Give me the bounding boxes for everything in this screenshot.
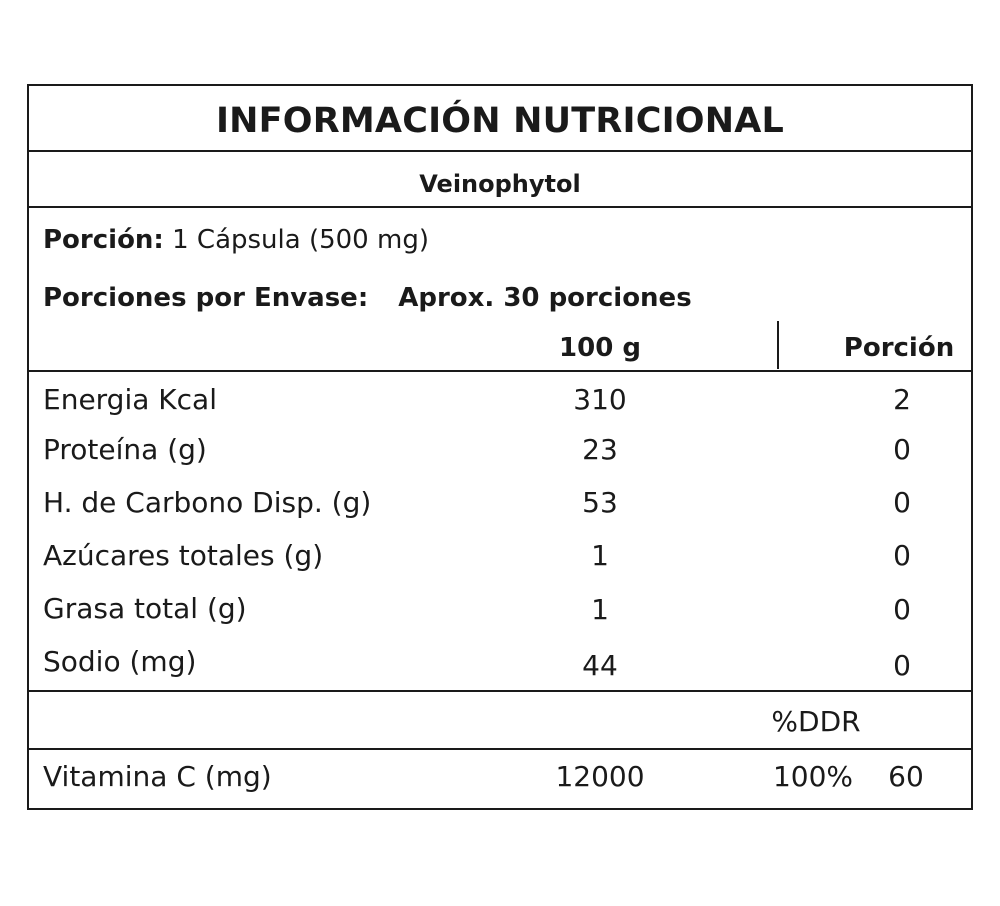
- divider-header: [29, 370, 971, 372]
- serving-size-value: 1 Cápsula (500 mg): [172, 225, 429, 255]
- divider-nutrients: [29, 690, 971, 692]
- nutrient-per100-energy: 310: [573, 383, 627, 416]
- ddr-header: %DDR: [771, 705, 861, 738]
- nutrient-portion-sugars: 0: [893, 539, 911, 572]
- vitamin-c-portion: 60: [888, 760, 924, 793]
- panel-title: INFORMACIÓN NUTRICIONAL: [215, 101, 785, 141]
- column-header-divider: [777, 321, 779, 369]
- nutrient-name-carbs: H. de Carbono Disp. (g): [43, 486, 372, 519]
- servings-label: Porciones por Envase:: [43, 283, 369, 313]
- nutrient-per100-protein: 23: [582, 433, 618, 466]
- vitamin-c-per100: 12000: [555, 760, 645, 793]
- nutrient-portion-sodium: 0: [893, 649, 911, 682]
- column-header-100g: 100 g: [559, 333, 641, 363]
- servings-value: Aprox. 30 porciones: [398, 283, 692, 313]
- vitamin-c-name: Vitamina C (mg): [43, 760, 272, 793]
- nutrient-portion-carbs: 0: [893, 486, 911, 519]
- nutrient-portion-protein: 0: [893, 433, 911, 466]
- divider-ddr: [29, 748, 971, 750]
- nutrient-name-fat: Grasa total (g): [43, 592, 247, 625]
- nutrient-per100-sodium: 44: [582, 649, 618, 682]
- column-header-portion: Porción: [843, 333, 955, 363]
- nutrient-name-protein: Proteína (g): [43, 433, 207, 466]
- vitamin-c-ddr: 100%: [772, 760, 854, 793]
- nutrition-facts-panel: INFORMACIÓN NUTRICIONAL Veinophytol Porc…: [27, 84, 973, 810]
- serving-size: Porción: 1 Cápsula (500 mg): [43, 227, 429, 253]
- nutrient-portion-energy: 2: [893, 383, 911, 416]
- nutrient-name-sodium: Sodio (mg): [43, 645, 197, 678]
- nutrient-per100-carbs: 53: [582, 486, 618, 519]
- nutrient-per100-fat: 1: [591, 593, 609, 626]
- product-name: Veinophytol: [419, 170, 581, 198]
- nutrient-name-energy: Energia Kcal: [43, 383, 217, 416]
- servings-per-container: Porciones por Envase: Aprox. 30 porciones: [43, 285, 692, 311]
- divider-title: [29, 150, 971, 152]
- nutrient-name-sugars: Azúcares totales (g): [43, 539, 324, 572]
- serving-size-label: Porción:: [43, 225, 164, 255]
- nutrient-per100-sugars: 1: [591, 539, 609, 572]
- divider-product: [29, 206, 971, 208]
- nutrient-portion-fat: 0: [893, 593, 911, 626]
